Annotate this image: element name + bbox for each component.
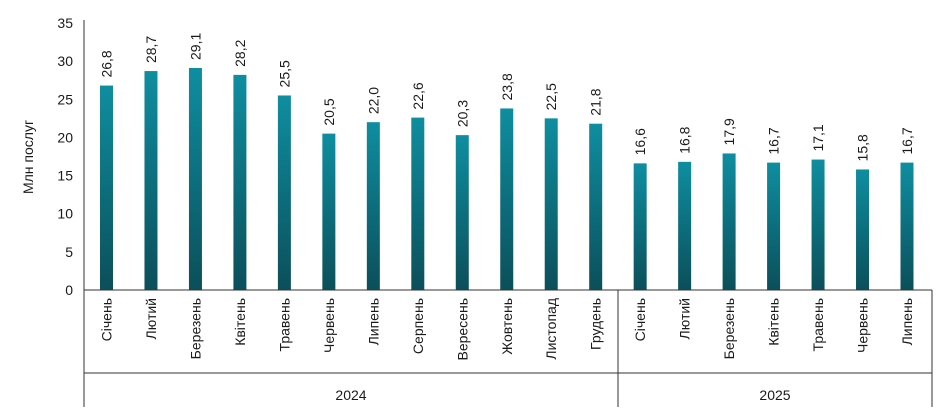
bars — [100, 68, 914, 291]
bar-value-label: 22,5 — [543, 83, 559, 110]
bar-value-label: 23,8 — [499, 73, 515, 100]
bar-value-label: 26,8 — [99, 50, 115, 77]
bar-value-label: 28,2 — [232, 39, 248, 66]
category-labels: Січень Лютий Березень Квітень Травень Червень… — [99, 298, 916, 361]
y-tick-label: 10 — [57, 206, 73, 222]
bar-value-label: 17,1 — [810, 124, 826, 151]
bar-value-label: 21,8 — [588, 88, 604, 115]
bar-value-label: 16,6 — [632, 128, 648, 155]
bar-value-label: 22,0 — [365, 87, 381, 114]
bar — [411, 117, 425, 290]
bar — [633, 163, 647, 290]
category-label: Вересень — [454, 298, 470, 361]
bar-value-label: 29,1 — [187, 33, 203, 60]
axes — [83, 20, 933, 407]
category-label: Березень — [187, 298, 203, 359]
bar — [500, 108, 514, 290]
category-label: Квітень — [766, 298, 782, 346]
bar — [544, 118, 558, 290]
category-label: Червень — [321, 298, 337, 353]
category-label: Грудень — [588, 298, 604, 350]
category-label: Жовтень — [499, 298, 515, 355]
category-label: Квітень — [232, 298, 248, 346]
category-label: Липень — [365, 298, 381, 345]
bar — [322, 133, 336, 290]
category-label: Березень — [721, 298, 737, 359]
y-tick-label: 35 — [57, 15, 73, 31]
category-label: Лютий — [143, 298, 159, 339]
category-label: Лютий — [677, 298, 693, 339]
y-tick-label: 25 — [57, 91, 73, 107]
bar — [811, 159, 825, 290]
bar-value-label: 22,6 — [410, 82, 426, 109]
category-label: Січень — [99, 298, 115, 341]
value-labels: 26,8 28,7 29,1 28,2 25,5 20,5 22,0 22,6 20,3 23,8… — [99, 33, 916, 162]
category-label: Січень — [632, 298, 648, 341]
category-label: Травень — [810, 298, 826, 351]
bar — [144, 71, 158, 290]
category-label: Травень — [276, 298, 292, 351]
category-label: Червень — [855, 298, 871, 353]
bar — [856, 169, 870, 290]
y-axis-title: Млн послуг — [20, 120, 36, 194]
category-label: Листопад — [543, 298, 559, 360]
group-labels: 2024 2025 — [335, 387, 790, 403]
bar-value-label: 20,3 — [454, 100, 470, 127]
y-tick-label: 0 — [65, 282, 73, 298]
bar-value-label: 16,7 — [766, 127, 782, 154]
bar — [233, 74, 247, 290]
bar-value-label: 16,7 — [899, 127, 915, 154]
bar-value-label: 16,8 — [677, 126, 693, 153]
bar-value-label: 17,9 — [721, 118, 737, 145]
y-tick-label: 5 — [65, 244, 73, 260]
bar — [589, 123, 603, 290]
bar — [767, 162, 781, 290]
bar — [188, 68, 202, 290]
bar — [277, 95, 291, 290]
bar-value-label: 25,5 — [276, 60, 292, 87]
bar — [455, 135, 469, 290]
y-tick-label: 15 — [57, 168, 73, 184]
bar-value-label: 20,5 — [321, 98, 337, 125]
bar — [722, 153, 736, 290]
bar — [100, 85, 113, 290]
category-label: Липень — [899, 298, 915, 345]
y-tick-label: 20 — [57, 129, 73, 145]
bar — [366, 122, 380, 291]
y-tick-label: 30 — [57, 53, 73, 69]
category-label: Серпень — [410, 298, 426, 354]
group-label: 2024 — [335, 387, 366, 403]
group-label: 2025 — [759, 387, 790, 403]
y-axis-ticks: 0 5 10 15 20 25 30 35 — [57, 15, 73, 298]
bar-value-label: 28,7 — [143, 36, 159, 63]
bar — [900, 162, 914, 290]
bar-value-label: 15,8 — [855, 134, 871, 161]
bar — [678, 161, 692, 290]
